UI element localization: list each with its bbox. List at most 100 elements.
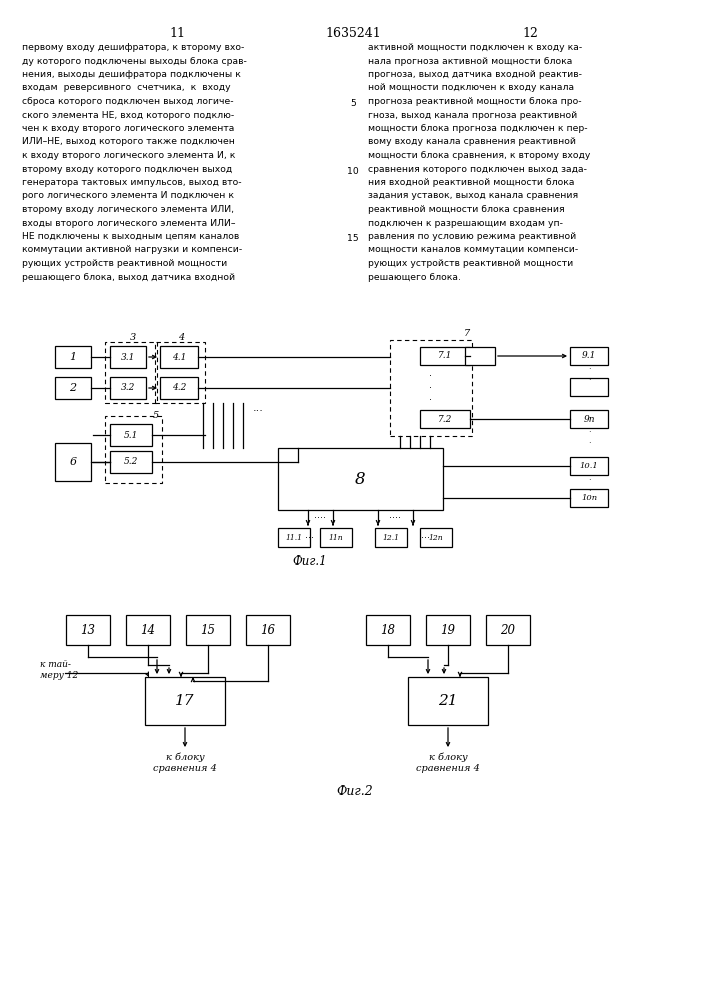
Text: равления по условию режима реактивной: равления по условию режима реактивной (368, 232, 576, 241)
Bar (278, 448, 443, 510)
Text: второму входу которого подключен выход: второму входу которого подключен выход (22, 164, 233, 174)
Text: 5.1: 5.1 (124, 430, 138, 440)
Text: 21: 21 (438, 694, 457, 708)
Text: 10.1: 10.1 (580, 462, 598, 470)
Text: сравнения которого подключен выход зада-: сравнения которого подключен выход зада- (368, 164, 587, 174)
Bar (105, 416, 162, 483)
Text: первому входу дешифратора, к второму вхо-: первому входу дешифратора, к второму вхо… (22, 43, 245, 52)
Text: рующих устройств реактивной мощности: рующих устройств реактивной мощности (22, 259, 227, 268)
Bar (55, 346, 91, 368)
Text: 15: 15 (201, 624, 216, 637)
Text: 9.1: 9.1 (582, 352, 596, 360)
Bar (246, 615, 290, 645)
Text: к тай-
меру 12: к тай- меру 12 (40, 660, 78, 680)
Text: 12.1: 12.1 (382, 534, 399, 542)
Bar (570, 347, 608, 365)
Bar (390, 340, 472, 436)
Bar (420, 347, 470, 365)
Bar (110, 346, 146, 368)
Text: ского элемента НЕ, вход которого подклю-: ского элемента НЕ, вход которого подклю- (22, 110, 234, 119)
Text: ния входной реактивной мощности блока: ния входной реактивной мощности блока (368, 178, 575, 187)
Bar (366, 615, 410, 645)
Text: мощности каналов коммутации компенси-: мощности каналов коммутации компенси- (368, 245, 578, 254)
Bar (110, 424, 152, 446)
Text: входам  реверсивного  счетчика,  к  входу: входам реверсивного счетчика, к входу (22, 84, 230, 93)
Text: 7: 7 (464, 329, 470, 338)
Text: 11n: 11n (329, 534, 344, 542)
Text: 2: 2 (69, 383, 76, 393)
Text: ной мощности подключен к входу канала: ной мощности подключен к входу канала (368, 84, 574, 93)
Bar (426, 615, 470, 645)
Text: 11: 11 (169, 27, 185, 40)
Text: ·
·
·: · · · (429, 371, 433, 405)
Text: рого логического элемента И подключен к: рого логического элемента И подключен к (22, 192, 234, 200)
Text: 15: 15 (347, 234, 359, 243)
Bar (570, 457, 608, 475)
Bar (160, 377, 198, 399)
Bar (126, 615, 170, 645)
Text: 16: 16 (260, 624, 276, 637)
Text: 1635241: 1635241 (325, 27, 381, 40)
Text: 3: 3 (130, 333, 136, 342)
Text: Фиг.1: Фиг.1 (293, 555, 327, 568)
Text: рующих устройств реактивной мощности: рующих устройств реактивной мощности (368, 259, 573, 268)
Text: к блоку
сравнения 4: к блоку сравнения 4 (153, 753, 217, 773)
Text: ···: ··· (421, 533, 429, 543)
Text: 4: 4 (178, 333, 184, 342)
Text: 7.2: 7.2 (438, 414, 452, 424)
Text: 4.1: 4.1 (172, 353, 186, 361)
Bar (420, 528, 452, 547)
Text: 19: 19 (440, 624, 455, 637)
Text: нала прогноза активной мощности блока: нала прогноза активной мощности блока (368, 56, 573, 66)
Text: к входу второго логического элемента И, к: к входу второго логического элемента И, … (22, 151, 235, 160)
Text: входы второго логического элемента ИЛИ–: входы второго логического элемента ИЛИ– (22, 219, 235, 228)
Text: нения, выходы дешифратора подключены к: нения, выходы дешифратора подключены к (22, 70, 241, 79)
Text: мощности блока прогноза подключен к пер-: мощности блока прогноза подключен к пер- (368, 124, 588, 133)
Bar (155, 342, 205, 403)
Text: ·
·: · · (588, 428, 590, 448)
Text: ···: ··· (305, 533, 315, 543)
Text: 12: 12 (522, 27, 538, 40)
Text: подключен к разрешающим входам уп-: подключен к разрешающим входам уп- (368, 219, 563, 228)
Bar (570, 410, 608, 428)
Bar (570, 378, 608, 396)
Text: вому входу канала сравнения реактивной: вому входу канала сравнения реактивной (368, 137, 576, 146)
Text: к блоку
сравнения 4: к блоку сравнения 4 (416, 753, 480, 773)
Text: ····: ···· (389, 513, 401, 523)
Text: 6: 6 (69, 457, 76, 467)
Text: решающего блока.: решающего блока. (368, 272, 461, 282)
Text: 10: 10 (347, 167, 359, 176)
Bar (570, 489, 608, 507)
Text: активной мощности подключен к входу ка-: активной мощности подключен к входу ка- (368, 43, 583, 52)
Text: реактивной мощности блока сравнения: реактивной мощности блока сравнения (368, 205, 565, 214)
Bar (186, 615, 230, 645)
Text: 17: 17 (175, 694, 194, 708)
Bar (66, 615, 110, 645)
Text: 1: 1 (69, 352, 76, 362)
Text: 5: 5 (153, 411, 159, 420)
Text: 20: 20 (501, 624, 515, 637)
Text: 5.2: 5.2 (124, 458, 138, 466)
Text: ду которого подключены выходы блока срав-: ду которого подключены выходы блока срав… (22, 56, 247, 66)
Text: ····: ···· (314, 513, 326, 523)
Text: решающего блока, выход датчика входной: решающего блока, выход датчика входной (22, 272, 235, 282)
Text: 3.1: 3.1 (121, 353, 135, 361)
Text: генератора тактовых импульсов, выход вто-: генератора тактовых импульсов, выход вто… (22, 178, 242, 187)
Text: НЕ подключены к выходным цепям каналов: НЕ подключены к выходным цепям каналов (22, 232, 239, 241)
Bar (278, 528, 310, 547)
Bar (465, 347, 495, 365)
Text: мощности блока сравнения, к второму входу: мощности блока сравнения, к второму вход… (368, 151, 590, 160)
Text: ···: ··· (252, 406, 264, 416)
Text: 8: 8 (355, 471, 366, 488)
Text: сброса которого подключен выход логиче-: сброса которого подключен выход логиче- (22, 97, 233, 106)
Bar (110, 451, 152, 473)
Bar (160, 346, 198, 368)
Bar (420, 410, 470, 428)
Bar (486, 615, 530, 645)
Text: 4.2: 4.2 (172, 383, 186, 392)
Text: 9n: 9n (583, 414, 595, 424)
Text: Фиг.2: Фиг.2 (337, 785, 373, 798)
Bar (408, 677, 488, 725)
Text: гноза, выход канала прогноза реактивной: гноза, выход канала прогноза реактивной (368, 110, 577, 119)
Bar (145, 677, 225, 725)
